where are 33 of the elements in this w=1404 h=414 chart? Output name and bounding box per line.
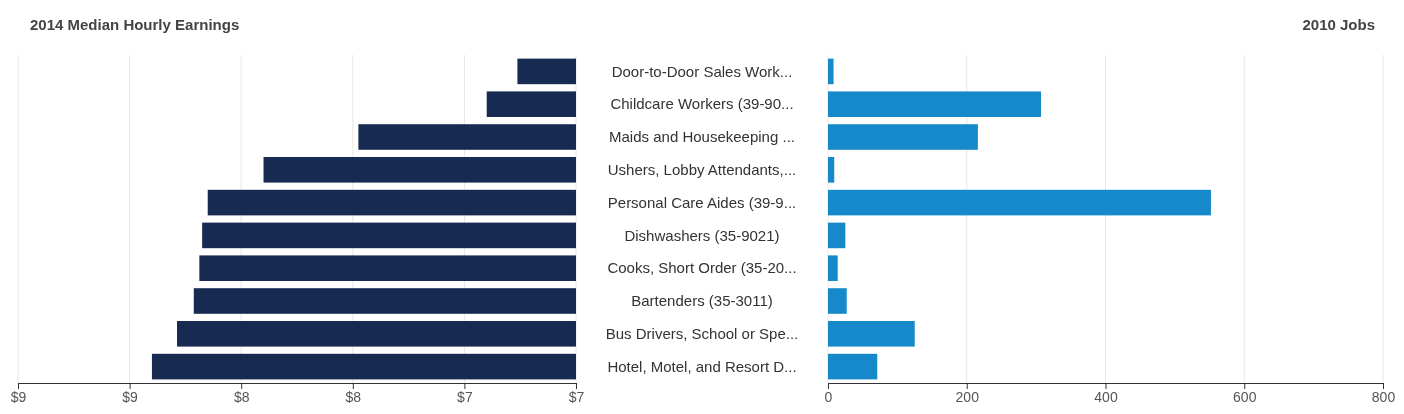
x-tick-label: $7 <box>457 388 473 405</box>
chart-title: 2014 Median Hourly Earnings <box>30 16 240 33</box>
x-tick-label: 800 <box>1371 388 1396 405</box>
x-tick-label: 200 <box>955 388 980 405</box>
x-tick-label: $7 <box>568 388 585 405</box>
y-tick-label: Hotel, Motel, and Resort D... <box>607 357 797 375</box>
chart-title: 2010 Jobs <box>1302 16 1375 33</box>
y-tick-label: Ushers, Lobby Attendants,... <box>607 161 797 179</box>
bar <box>828 124 978 150</box>
bar <box>828 353 878 380</box>
bar <box>828 321 915 347</box>
y-tick-label: Childcare Workers (39-90... <box>610 95 794 113</box>
x-tick-label: $8 <box>345 388 362 405</box>
x-tick-label: $9 <box>10 388 27 405</box>
y-tick-label: Maids and Housekeeping ... <box>609 128 795 146</box>
x-tick-label: 400 <box>1094 388 1118 405</box>
bar <box>828 58 834 85</box>
x-tick-label: 0 <box>824 388 833 405</box>
x-tick-label: $9 <box>122 388 139 405</box>
x-tick-label: $8 <box>233 388 250 405</box>
bar <box>828 255 838 281</box>
y-tick-label: Bus Drivers, School or Spe... <box>605 325 799 343</box>
bar <box>828 222 846 249</box>
y-tick-label: Dishwashers (35-9021) <box>624 226 780 244</box>
y-tick-label: Bartenders (35-3011) <box>631 292 773 310</box>
y-tick-label: Cooks, Short Order (35-20... <box>607 259 797 277</box>
y-tick-label: Personal Care Aides (39-9... <box>607 193 797 211</box>
bar <box>828 288 847 314</box>
y-tick-label: Door-to-Door Sales Work... <box>611 62 793 80</box>
bar <box>828 189 1211 216</box>
x-tick-label: 600 <box>1233 388 1257 405</box>
bar <box>828 157 835 183</box>
bar <box>828 91 1041 117</box>
